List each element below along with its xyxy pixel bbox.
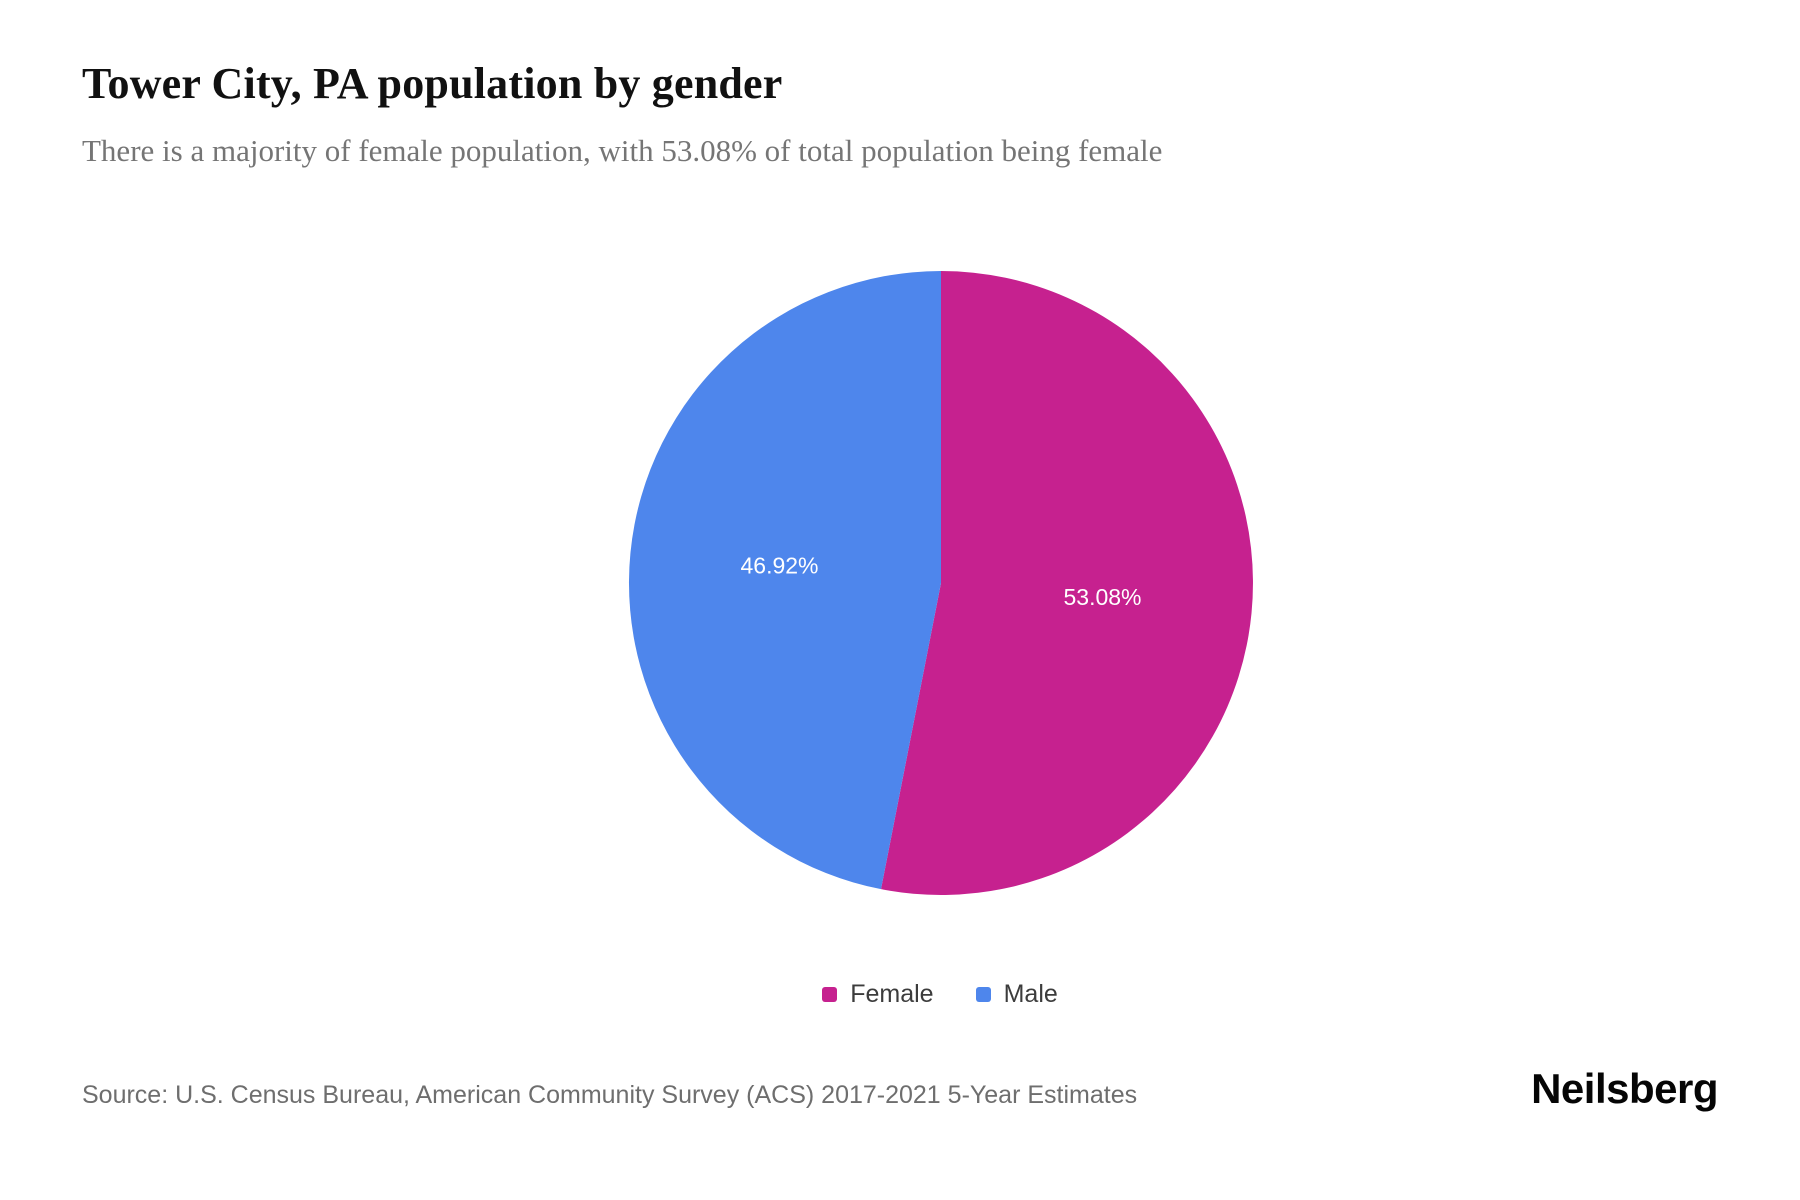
legend-swatch-male-icon (975, 987, 991, 1002)
chart-legend: Female Male (40, 980, 1800, 1009)
pie-slice-female[interactable] (881, 271, 1253, 896)
legend-swatch-female-icon (822, 987, 838, 1002)
chart-subtitle: There is a majority of female population… (82, 133, 1163, 168)
pie-slice-label-male: 46.92% (740, 552, 818, 578)
chart-footer: Source: U.S. Census Bureau, American Com… (82, 1065, 1718, 1113)
pie-slice-male[interactable] (628, 270, 941, 890)
source-note: Source: U.S. Census Bureau, American Com… (82, 1081, 1138, 1109)
legend-item-male[interactable]: Male (975, 980, 1058, 1009)
neilsberg-logo: Neilsberg (1531, 1065, 1718, 1112)
pie-chart: 53.08% 46.92% (621, 263, 1261, 903)
pie-slice-label-female: 53.08% (1063, 584, 1141, 610)
page-title: Tower City, PA population by gender (82, 59, 783, 108)
chart-header: Tower City, PA population by gender Ther… (82, 58, 1722, 169)
legend-label-male: Male (1003, 980, 1058, 1008)
legend-label-female: Female (850, 980, 934, 1008)
pie-chart-svg: 53.08% 46.92% (628, 270, 1253, 896)
legend-item-female[interactable]: Female (822, 980, 934, 1009)
